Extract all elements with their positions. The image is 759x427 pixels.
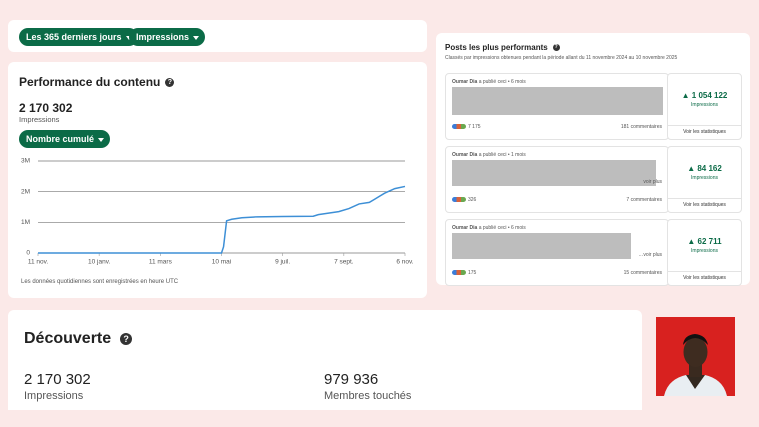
discovery-panel: Découverte? 2 170 302 Impressions 979 93… <box>8 310 642 410</box>
impressions: ▲ 1 054 122 <box>681 91 728 100</box>
x-tick-label: 10 mai <box>212 259 232 266</box>
y-tick-label: 1M <box>21 219 30 226</box>
author: Oumar Dia <box>452 225 478 231</box>
impressions-label: Impressions <box>691 248 718 254</box>
post-image <box>452 87 663 115</box>
x-tick-label: 6 nov. <box>396 259 413 266</box>
filter[interactable]: Les 365 derniers jours <box>19 28 138 46</box>
impressions-label: Impressions <box>691 175 718 181</box>
reactions: 175 <box>468 270 477 276</box>
post-card[interactable]: Oumar Dia a publié ceci • 6 mois 7 175 181… <box>445 73 669 140</box>
filter[interactable]: Impressions <box>129 28 206 46</box>
filter-bar: Les 365 derniers jours Impressions <box>8 20 427 52</box>
profile-photo <box>656 317 735 396</box>
post-image <box>452 160 656 186</box>
impressions: ▲ 62 711 <box>687 237 722 246</box>
impressions-value: 62 711 <box>697 237 722 246</box>
stat-value: 979 936 <box>324 371 379 388</box>
reaction-icons <box>452 124 466 129</box>
help[interactable]: ? <box>120 332 133 345</box>
title: Découverte? <box>24 330 133 348</box>
y-tick-label: 3M <box>21 158 30 165</box>
stats-card: ▲ 62 711 Impressions Voir les statistiques <box>667 219 742 286</box>
reaction-icons <box>452 197 466 202</box>
mode[interactable]: Nombre cumulé <box>19 130 111 148</box>
stat-value: 2 170 302 <box>24 371 91 388</box>
x-tick-label: 9 juil. <box>275 259 290 266</box>
line <box>38 185 406 254</box>
post-date: a publié ceci • 6 mois <box>478 79 526 85</box>
impressions-value: 84 162 <box>697 164 722 173</box>
post-card[interactable]: Oumar Dia a publié ceci • 6 mois …voir pl… <box>445 219 669 286</box>
reaction-icons <box>452 270 466 275</box>
stats-link[interactable]: Voir les statistiques <box>668 198 741 208</box>
reactions: 326 <box>468 197 477 203</box>
total-label: Impressions <box>19 115 60 124</box>
x-tick-label: 10 janv. <box>88 259 110 266</box>
impressions-value: 1 054 122 <box>691 91 728 100</box>
comments[interactable]: 181 commentaires <box>620 124 662 130</box>
chart: 0 1M 2M 3M 11 nov. 10 janv. 11 mars 10 mai 9 jui… <box>21 158 414 266</box>
title-text: Posts les plus performants <box>445 43 548 52</box>
title: Performance du contenu? <box>19 75 175 89</box>
post-card[interactable]: Oumar Dia a publié ceci • 1 mois voir plu… <box>445 146 669 213</box>
total: 2 170 302 <box>19 101 73 115</box>
title-text: Découverte <box>24 330 112 347</box>
top-posts-panel: Posts les plus performants? Classés par … <box>436 33 750 286</box>
stat-label: Impressions <box>24 390 84 402</box>
performance-panel: Performance du contenu? 2 170 302 Impres… <box>8 62 427 298</box>
impressions-label: Impressions <box>691 102 718 108</box>
stats-link[interactable]: Voir les statistiques <box>668 271 741 281</box>
x-tick-label: 7 sept. <box>334 259 354 266</box>
x-tick-label: 11 nov. <box>28 259 49 266</box>
title: Posts les plus performants? <box>445 43 560 52</box>
title-text: Performance du contenu <box>19 75 161 89</box>
author: Oumar Dia <box>452 152 478 158</box>
x-tick-label: 11 mars <box>149 259 173 266</box>
see-more[interactable]: voir plus <box>643 179 662 185</box>
impressions: ▲ 84 162 <box>687 164 722 173</box>
y-tick-label: 0 <box>26 250 30 257</box>
footnote: Les données quotidiennes sont enregistré… <box>21 279 179 285</box>
help[interactable]: ? <box>165 78 175 88</box>
post-meta: Oumar Dia a publié ceci • 6 mois <box>452 225 526 231</box>
help[interactable]: ? <box>552 44 560 52</box>
see-more[interactable]: …voir plus <box>638 252 662 258</box>
y-tick-label: 2M <box>21 188 30 195</box>
comments[interactable]: 15 commentaires <box>623 270 662 276</box>
stats-card: ▲ 84 162 Impressions Voir les statistiques <box>667 146 742 213</box>
comments[interactable]: 7 commentaires <box>626 197 662 203</box>
post-meta: Oumar Dia a publié ceci • 6 mois <box>452 79 526 85</box>
author: Oumar Dia <box>452 79 478 85</box>
reactions: 7 175 <box>468 124 481 130</box>
post-meta: Oumar Dia a publié ceci • 1 mois <box>452 152 526 158</box>
subtitle: Classés par impressions obtenues pendant… <box>445 55 678 61</box>
stat-label: Membres touchés <box>324 390 412 402</box>
post-date: a publié ceci • 1 mois <box>478 152 526 158</box>
post-image <box>452 233 631 259</box>
stats-card: ▲ 1 054 122 Impressions Voir les statistiq… <box>667 73 742 140</box>
stats-link[interactable]: Voir les statistiques <box>668 125 741 135</box>
post-date: a publié ceci • 6 mois <box>478 225 526 231</box>
